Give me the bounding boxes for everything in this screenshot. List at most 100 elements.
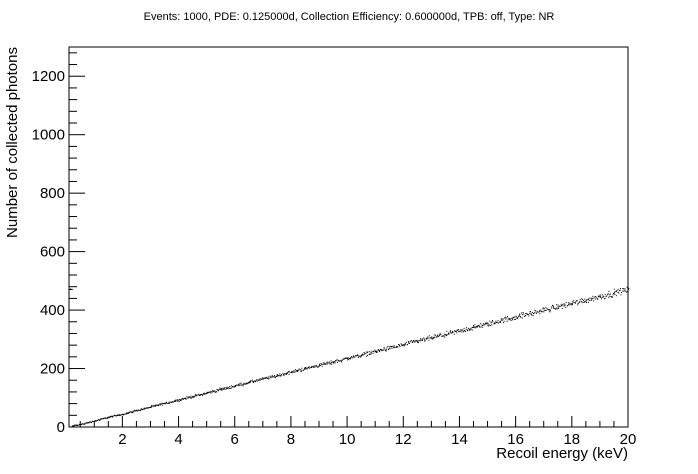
event-marker	[132, 411, 134, 413]
event-marker	[198, 393, 200, 395]
event-marker	[617, 288, 619, 290]
event-marker	[506, 317, 508, 319]
event-marker	[450, 331, 452, 333]
event-marker	[316, 366, 318, 368]
event-marker	[578, 302, 580, 304]
event-marker	[344, 357, 346, 359]
event-marker	[324, 363, 326, 365]
event-marker	[569, 302, 571, 304]
event-marker	[383, 347, 385, 349]
event-marker	[548, 309, 550, 311]
event-marker	[282, 374, 284, 376]
event-marker	[256, 379, 258, 381]
event-marker	[572, 300, 574, 302]
event-marker	[505, 316, 507, 318]
event-marker	[321, 363, 323, 365]
event-marker	[435, 334, 437, 336]
event-marker	[444, 333, 446, 335]
event-marker	[242, 385, 244, 387]
event-marker	[410, 340, 412, 342]
event-marker	[613, 291, 615, 293]
event-marker	[357, 357, 359, 359]
event-marker	[590, 299, 592, 301]
event-marker	[151, 406, 153, 408]
event-marker	[602, 296, 603, 298]
event-marker	[263, 378, 265, 380]
event-marker	[445, 335, 447, 337]
event-marker	[177, 400, 179, 402]
event-marker	[213, 390, 215, 392]
event-marker	[116, 415, 118, 417]
event-marker	[511, 317, 513, 319]
event-marker	[436, 336, 438, 338]
event-marker	[539, 310, 541, 312]
event-marker	[87, 422, 89, 424]
event-marker	[494, 323, 496, 325]
event-marker	[626, 286, 628, 288]
event-marker	[577, 303, 579, 305]
event-marker	[229, 386, 231, 388]
event-marker	[86, 422, 88, 424]
event-marker	[570, 304, 572, 306]
event-marker	[291, 371, 293, 373]
event-marker	[127, 411, 129, 413]
data-point	[487, 323, 489, 325]
event-marker	[88, 422, 90, 424]
event-marker	[427, 336, 429, 338]
event-marker	[112, 415, 114, 417]
event-marker	[387, 345, 389, 347]
event-marker	[470, 327, 472, 329]
event-marker	[511, 319, 513, 321]
event-marker	[573, 302, 575, 304]
event-marker	[395, 346, 397, 348]
event-marker	[323, 364, 325, 366]
event-marker	[207, 391, 209, 393]
event-marker	[348, 358, 350, 360]
event-marker	[434, 336, 436, 338]
event-marker	[519, 316, 521, 318]
event-marker	[346, 357, 348, 359]
y-tick-label: 1000	[32, 127, 65, 144]
event-marker	[293, 371, 295, 373]
event-marker	[181, 398, 183, 400]
event-marker	[238, 384, 240, 386]
event-marker	[578, 301, 580, 303]
event-marker	[160, 403, 162, 405]
event-marker	[260, 379, 262, 381]
event-marker	[559, 305, 561, 307]
event-marker	[100, 418, 102, 420]
event-marker	[253, 381, 255, 383]
event-marker	[580, 298, 582, 300]
event-marker	[180, 399, 182, 401]
event-marker	[264, 377, 266, 379]
event-marker	[175, 399, 177, 401]
event-marker	[484, 324, 486, 326]
event-marker	[283, 374, 285, 376]
event-marker	[616, 290, 618, 292]
event-marker	[152, 405, 154, 407]
event-marker	[478, 325, 480, 327]
event-marker	[374, 349, 376, 351]
event-marker	[494, 322, 496, 324]
event-marker	[538, 311, 540, 313]
event-marker	[577, 304, 579, 306]
event-marker	[288, 373, 290, 375]
event-marker	[624, 288, 626, 290]
event-marker	[352, 357, 354, 359]
event-marker	[557, 304, 559, 306]
event-marker	[350, 357, 352, 359]
event-marker	[450, 332, 452, 334]
event-marker	[593, 297, 595, 299]
event-marker	[288, 371, 290, 373]
event-marker	[107, 416, 109, 418]
event-marker	[571, 303, 573, 305]
data-point	[473, 327, 475, 329]
event-marker	[376, 351, 378, 353]
event-marker	[298, 368, 300, 370]
event-marker	[514, 316, 516, 318]
event-marker	[318, 365, 320, 367]
event-marker	[168, 402, 170, 404]
event-marker	[599, 296, 601, 298]
y-tick-label: 1200	[32, 68, 65, 85]
event-marker	[333, 361, 335, 363]
